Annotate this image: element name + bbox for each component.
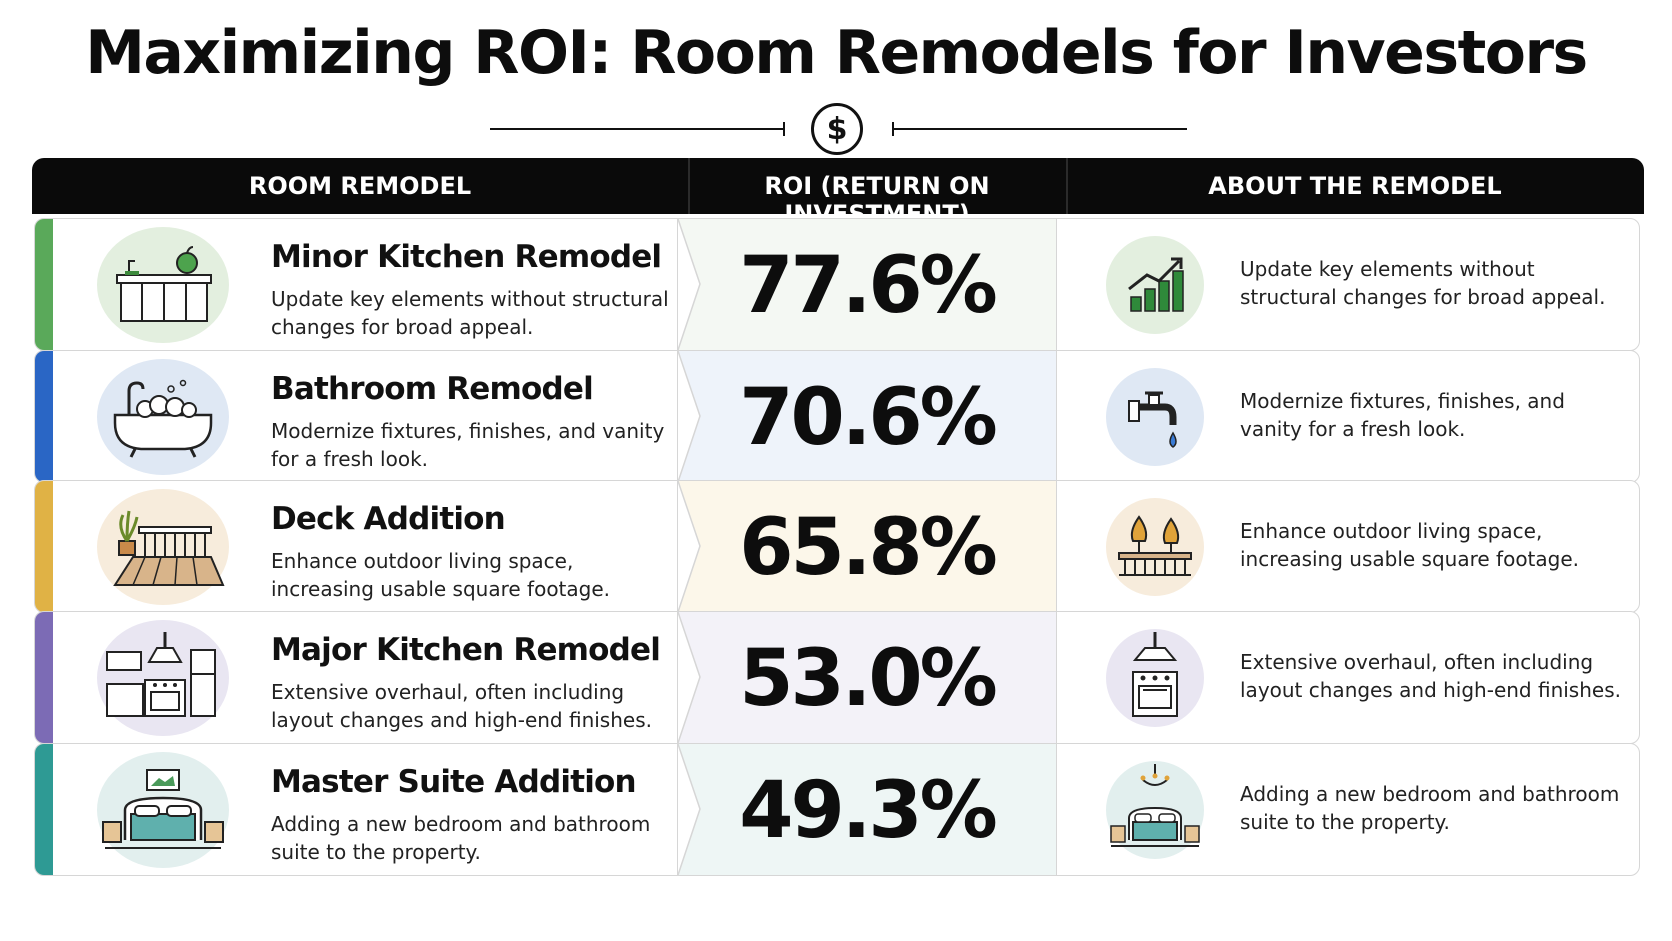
about-text: Extensive overhaul, often including layo… [1240,650,1621,702]
remodel-name: Master Suite Addition [271,764,637,800]
table-row: Master Suite Addition Adding a new bedro… [34,743,1640,876]
remodel-name: Major Kitchen Remodel [271,632,661,668]
table-row: Major Kitchen Remodel Extensive overhaul… [34,611,1640,744]
roi-value: 53.0% [739,634,998,724]
bedroom-icon [95,750,231,870]
dollar-coin-icon: $ [811,103,863,155]
about-text: Modernize fixtures, finishes, and vanity… [1240,389,1565,441]
remodel-name: Bathroom Remodel [271,371,594,407]
remodel-description: Update key elements without structural c… [271,287,669,339]
row-accent-bar [35,481,53,612]
about-text: Adding a new bedroom and bathroom suite … [1240,782,1620,834]
roi-cell: 53.0% [677,612,1057,743]
about-text: Enhance outdoor living space, increasing… [1240,519,1580,571]
roi-value: 70.6% [739,373,998,463]
remodel-name: Deck Addition [271,501,506,537]
full-kitchen-icon [95,618,231,738]
trees-fence-icon [1105,497,1205,597]
remodel-description: Modernize fixtures, finishes, and vanity… [271,419,665,471]
stove-hood-icon [1105,628,1205,728]
about-text: Update key elements without structural c… [1240,257,1606,309]
column-header-about: ABOUT THE REMODEL [1208,172,1502,200]
kitchen-cabinets-icon [95,225,231,345]
column-header-roi: ROI (RETURN ON INVESTMENT) [764,172,990,228]
table-row: Bathroom Remodel Modernize fixtures, fin… [34,350,1640,483]
chevron-right-icon [677,612,701,743]
row-accent-bar [35,744,53,875]
deck-icon [95,487,231,607]
title-divider: $ [0,100,1672,156]
bed-chandelier-icon [1105,760,1205,860]
roi-value: 77.6% [739,241,998,331]
growth-chart-icon [1105,235,1205,335]
roi-cell: 49.3% [677,744,1057,875]
row-accent-bar [35,351,53,482]
table-header: ROOM REMODEL ROI (RETURN ON INVESTMENT) … [32,158,1644,228]
faucet-icon [1105,367,1205,467]
roi-cell: 65.8% [677,481,1057,612]
row-accent-bar [35,612,53,743]
column-header-room: ROOM REMODEL [248,172,472,200]
table-row: Deck Addition Enhance outdoor living spa… [34,480,1640,613]
remodel-description: Extensive overhaul, often including layo… [271,680,652,732]
page-title: Maximizing ROI: Room Remodels for Invest… [85,18,1588,88]
remodel-description: Enhance outdoor living space, increasing… [271,549,611,601]
roi-value: 49.3% [739,766,998,856]
row-accent-bar [35,219,53,350]
chevron-right-icon [677,219,701,350]
roi-cell: 77.6% [677,219,1057,350]
roi-value: 65.8% [739,503,998,593]
table-row: Minor Kitchen Remodel Update key element… [34,218,1640,351]
remodel-description: Adding a new bedroom and bathroom suite … [271,812,651,864]
roi-cell: 70.6% [677,351,1057,482]
chevron-right-icon [677,481,701,612]
remodel-name: Minor Kitchen Remodel [271,239,662,275]
bathtub-icon [95,357,231,477]
chevron-right-icon [677,351,701,482]
chevron-right-icon [677,744,701,875]
